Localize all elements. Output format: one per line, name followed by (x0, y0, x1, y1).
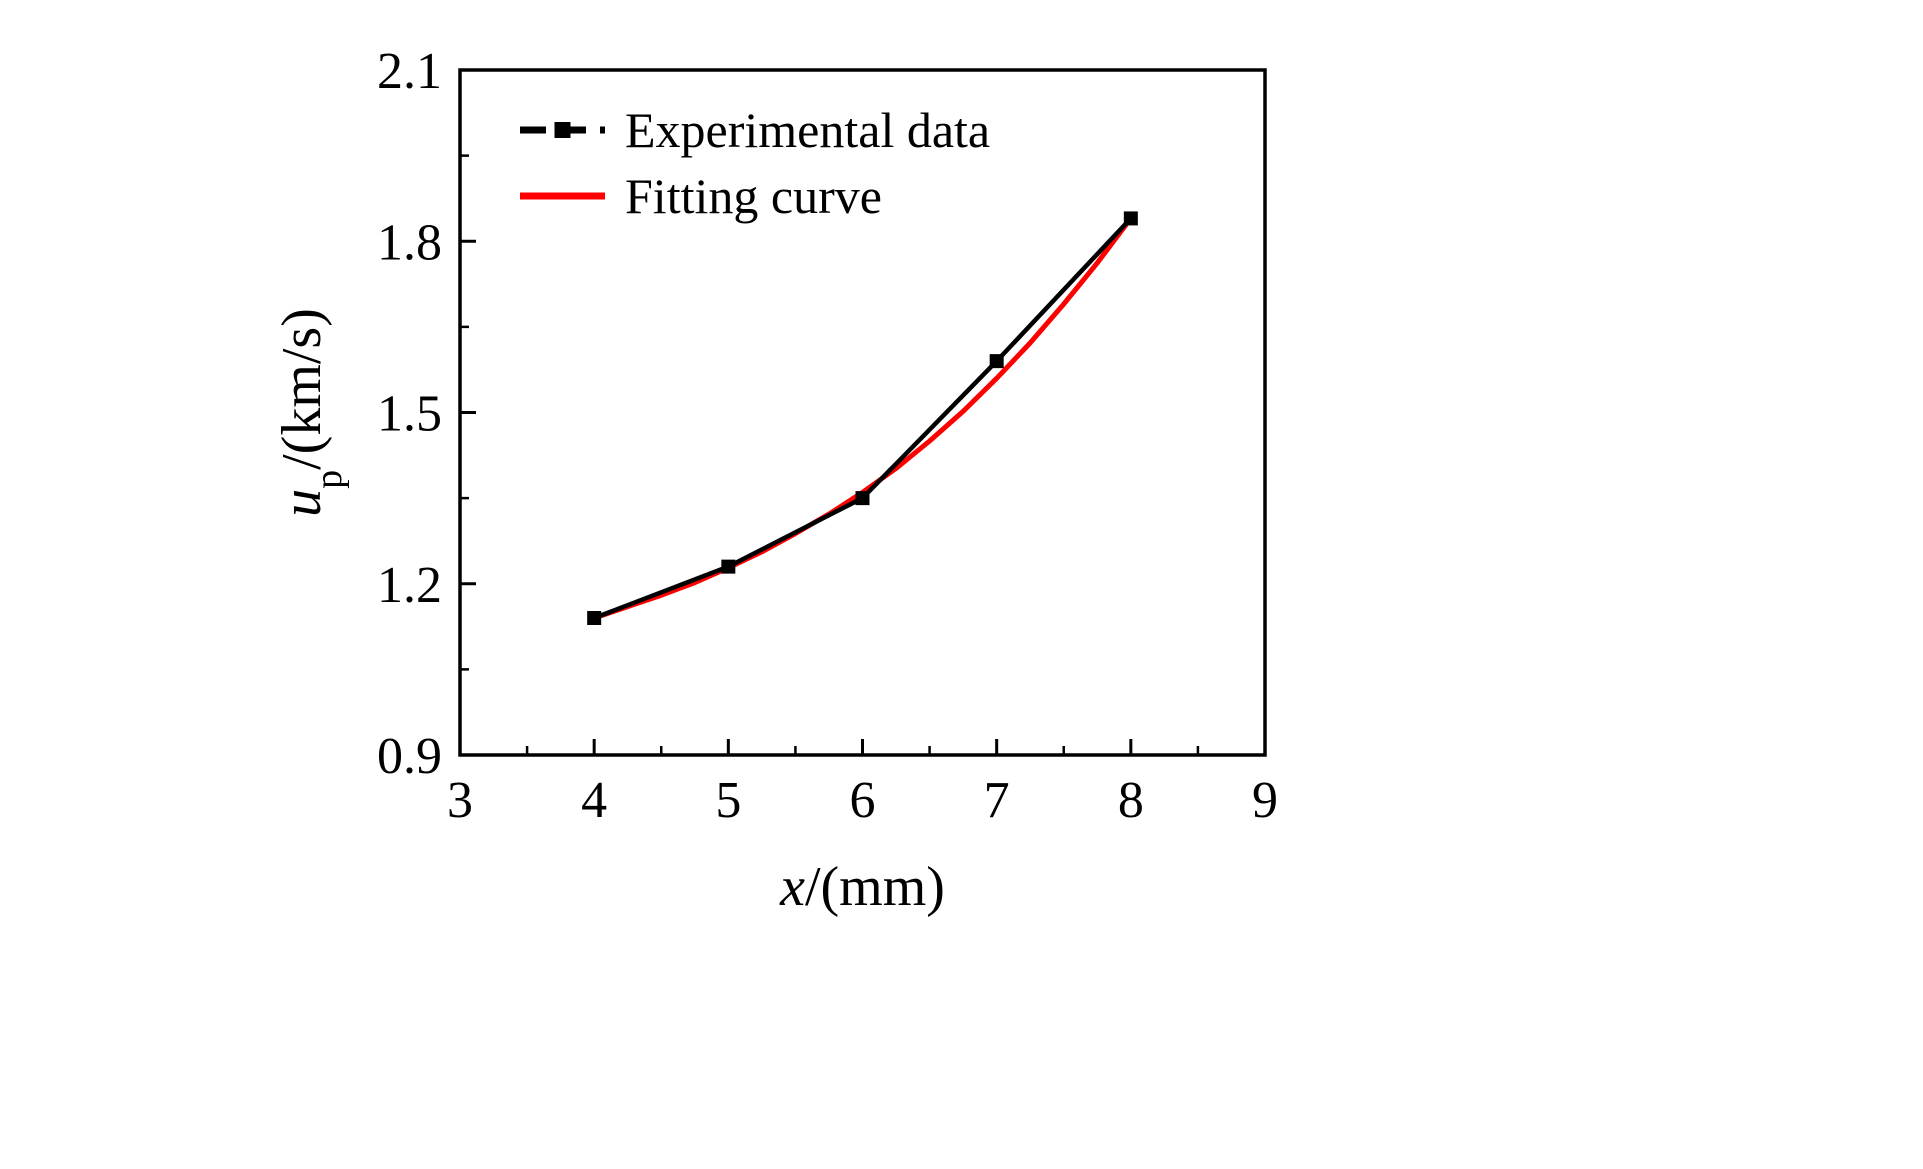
experimental-data-marker (587, 611, 602, 625)
experimental-data-marker (1123, 211, 1138, 226)
y-axis-label: up/(km/s) (271, 308, 350, 517)
x-axis-label: x/(mm) (779, 856, 945, 918)
experimental-data-marker (989, 354, 1004, 369)
y-axis-tick-label: 1.2 (377, 557, 442, 614)
x-axis-tick-label: 4 (581, 772, 607, 829)
x-axis-tick-label: 8 (1118, 772, 1144, 829)
y-axis-tick-label: 1.5 (377, 386, 442, 443)
legend-experimental-marker-sample (554, 122, 571, 138)
x-axis-tick-label: 7 (984, 772, 1010, 829)
y-axis-tick-label: 2.1 (377, 43, 442, 100)
fitting-curve-line (591, 215, 1134, 621)
experimental-data-marker (721, 559, 736, 574)
x-axis-tick-label: 9 (1252, 772, 1278, 829)
experimental-data-line (593, 216, 1133, 621)
y-axis-tick-label: 1.8 (377, 214, 442, 271)
x-axis-tick-label: 5 (715, 772, 741, 829)
x-axis-tick-label: 3 (447, 772, 473, 829)
legend-label-experimental: Experimental data (625, 102, 990, 158)
y-axis-tick-label: 0.9 (377, 728, 442, 785)
legend-label-fitting: Fitting curve (625, 168, 882, 224)
experimental-data-marker (855, 491, 870, 506)
x-axis-tick-label: 6 (850, 772, 876, 829)
